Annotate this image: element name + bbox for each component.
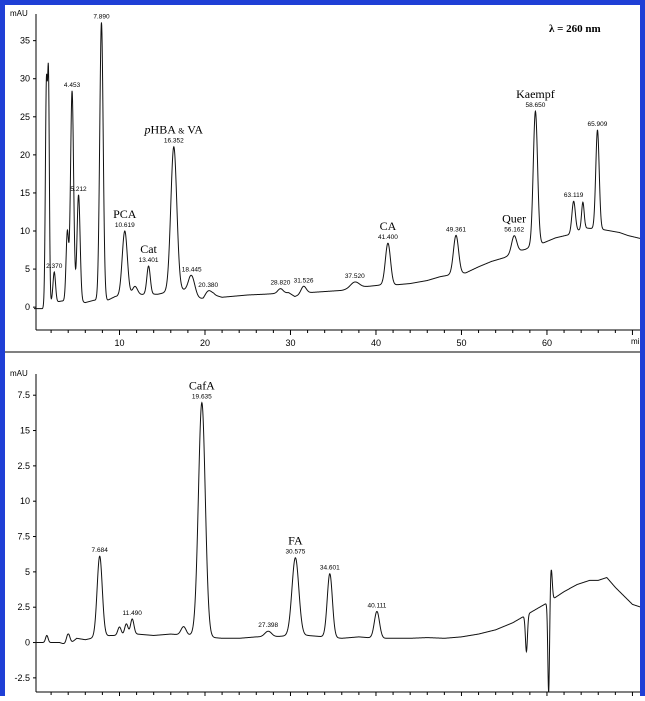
peak-retention-label: 20.380 bbox=[198, 282, 218, 289]
peak-retention-label: 11.490 bbox=[123, 610, 143, 617]
y-tick-label: 0 bbox=[25, 302, 30, 312]
peak-retention-label: 40.111 bbox=[367, 602, 386, 609]
signal-trace bbox=[34, 401, 642, 693]
y-tick-label: 5 bbox=[25, 264, 30, 274]
y-tick-label: 2.5 bbox=[17, 461, 30, 471]
compound-label: Cat bbox=[140, 242, 157, 256]
compound-label: Kaempf bbox=[516, 87, 555, 101]
x-tick-label: 50 bbox=[456, 338, 466, 348]
y-tick-label: 15 bbox=[20, 188, 30, 198]
x-tick-label: 20 bbox=[200, 338, 210, 348]
y-tick-label: 15 bbox=[20, 426, 30, 436]
peak-retention-label: 16.352 bbox=[164, 138, 184, 145]
peak-retention-label: 30.575 bbox=[285, 549, 305, 556]
peak-retention-label: 56.162 bbox=[504, 227, 524, 234]
peak-retention-label: 27.398 bbox=[258, 622, 278, 629]
peak-retention-label: 19.635 bbox=[192, 394, 212, 401]
peak-retention-label: 18.445 bbox=[182, 267, 202, 274]
signal-trace bbox=[34, 22, 642, 310]
peak-retention-label: 28.820 bbox=[270, 280, 290, 287]
peak-retention-label: 63.119 bbox=[564, 192, 584, 199]
x-tick-label: 40 bbox=[371, 338, 381, 348]
peak-retention-label: 4.453 bbox=[64, 82, 81, 89]
y-tick-label: 7.5 bbox=[17, 390, 30, 400]
compound-label: CA bbox=[380, 219, 397, 233]
x-tick-label: 60 bbox=[542, 338, 552, 348]
x-tick-label: 30 bbox=[285, 338, 295, 348]
y-tick-label: 20 bbox=[20, 150, 30, 160]
peak-retention-label: 37.520 bbox=[345, 273, 365, 280]
compound-label: CafA bbox=[189, 379, 215, 393]
peak-retention-label: 31.526 bbox=[294, 277, 314, 284]
y-tick-label: -2.5 bbox=[14, 673, 30, 683]
y-axis-unit: mAU bbox=[10, 369, 28, 378]
peak-retention-label: 7.684 bbox=[92, 547, 109, 554]
compound-label: FA bbox=[288, 534, 303, 548]
wavelength-annotation: λ = 260 nm bbox=[549, 23, 601, 35]
y-axis-unit: mAU bbox=[10, 9, 28, 18]
y-tick-label: 10 bbox=[20, 496, 30, 506]
peak-retention-label: 58.650 bbox=[525, 102, 545, 109]
peak-retention-label: 7.890 bbox=[93, 13, 110, 20]
x-axis-unit: min bbox=[631, 337, 644, 346]
peak-retention-label: 49.361 bbox=[446, 226, 466, 233]
y-tick-label: 10 bbox=[20, 226, 30, 236]
y-tick-label: 35 bbox=[20, 36, 30, 46]
y-tick-label: 7.5 bbox=[17, 532, 30, 542]
x-tick-label: 10 bbox=[114, 338, 124, 348]
compound-label: PCA bbox=[113, 207, 137, 221]
peak-retention-label: 2.370 bbox=[46, 263, 63, 270]
peak-retention-label: 13.401 bbox=[139, 257, 159, 264]
y-tick-label: 0 bbox=[25, 638, 30, 648]
peak-retention-label: 34.601 bbox=[320, 565, 340, 572]
y-tick-label: 25 bbox=[20, 112, 30, 122]
peak-retention-label: 65.909 bbox=[588, 121, 608, 128]
y-tick-label: 2.5 bbox=[17, 602, 30, 612]
peak-retention-label: 41.400 bbox=[378, 234, 398, 241]
peak-retention-label: 10.619 bbox=[115, 222, 135, 229]
y-tick-label: 5 bbox=[25, 567, 30, 577]
compound-label: pHBA & VA bbox=[144, 123, 204, 137]
compound-label: Quer bbox=[502, 212, 526, 226]
peak-retention-label: 5.212 bbox=[70, 186, 87, 193]
y-tick-label: 30 bbox=[20, 74, 30, 84]
